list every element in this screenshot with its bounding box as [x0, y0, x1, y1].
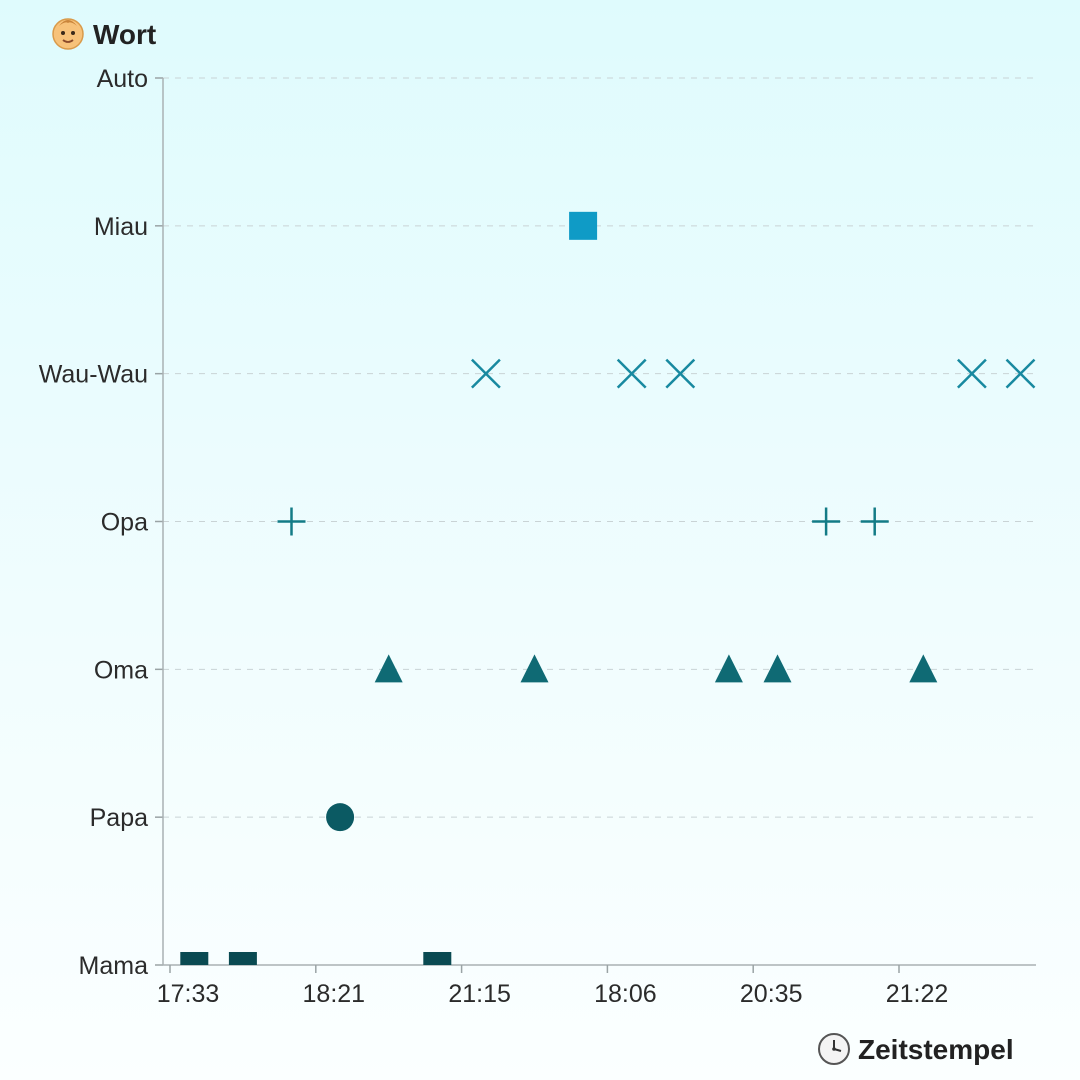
point-papa	[326, 803, 355, 832]
data-points	[180, 211, 1036, 965]
x-tick-label: 20:35	[740, 980, 803, 1008]
y-tick-label: Auto	[97, 65, 148, 93]
y-axis-title-text: Wort	[93, 19, 156, 50]
point-wau-wau	[957, 358, 987, 389]
point-oma	[909, 654, 938, 683]
point-wau-wau	[471, 358, 501, 389]
y-axis-title: Wort	[52, 18, 156, 50]
x-tick-label: 18:06	[594, 980, 657, 1008]
y-tick-label: Miau	[94, 213, 148, 241]
point-oma	[520, 654, 549, 683]
baby-face-icon	[52, 18, 84, 50]
clock-icon	[818, 1033, 850, 1065]
x-tick-label: 17:33	[157, 980, 220, 1008]
point-wau-wau	[665, 358, 696, 389]
y-tick-label: Oma	[94, 656, 148, 684]
y-tick-label: Mama	[79, 952, 149, 980]
point-opa	[812, 507, 841, 536]
y-tick-label: Wau-Wau	[39, 361, 148, 389]
y-tick-label: Papa	[90, 804, 148, 832]
point-oma	[763, 654, 792, 683]
point-opa	[277, 507, 306, 536]
y-tick-labels: Mama Papa Oma Opa Wau-Wau Miau Auto	[39, 65, 148, 980]
point-wau-wau	[1005, 358, 1036, 389]
x-tick-label: 21:22	[886, 980, 949, 1008]
point-oma	[714, 654, 743, 683]
x-tick-label: 21:15	[448, 980, 511, 1008]
point-mama	[228, 952, 257, 965]
x-axis-title-text: Zeitstempel	[858, 1034, 1014, 1065]
x-axis-title: Zeitstempel	[818, 1033, 1014, 1065]
point-mama	[423, 952, 452, 965]
point-opa	[860, 507, 889, 536]
point-mama	[180, 952, 209, 965]
grid-lines	[163, 77, 1036, 818]
x-tick-labels: 17:33 18:21 21:15 18:06 20:35 21:22	[157, 980, 949, 1008]
point-miau	[569, 211, 598, 240]
axes	[155, 77, 1036, 973]
point-oma	[374, 654, 403, 683]
point-wau-wau	[616, 358, 647, 389]
y-tick-label: Opa	[101, 509, 148, 537]
x-tick-label: 18:21	[303, 980, 366, 1008]
